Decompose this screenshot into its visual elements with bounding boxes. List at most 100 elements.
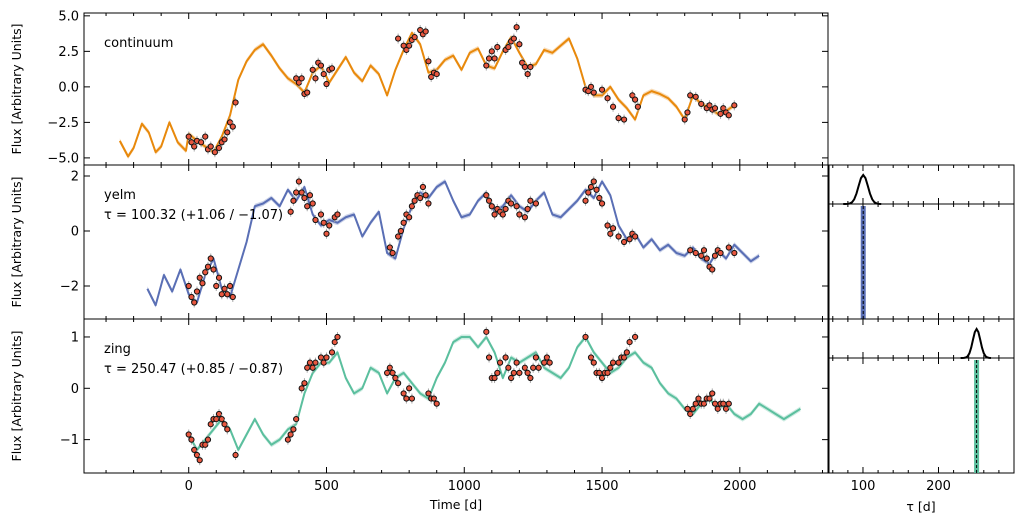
data-point bbox=[620, 354, 628, 361]
x-tick-label: 0 bbox=[185, 479, 193, 494]
data-point bbox=[204, 263, 212, 270]
data-point bbox=[202, 133, 209, 140]
data-point bbox=[700, 400, 708, 407]
data-point bbox=[731, 102, 738, 109]
data-point bbox=[191, 446, 198, 453]
data-point bbox=[546, 359, 553, 366]
data-point bbox=[593, 186, 600, 193]
data-point bbox=[389, 249, 396, 257]
data-point bbox=[725, 400, 732, 407]
data-point bbox=[698, 100, 705, 108]
data-point bbox=[298, 189, 305, 196]
data-point bbox=[395, 380, 402, 387]
data-point bbox=[483, 328, 490, 335]
data-point bbox=[505, 364, 512, 371]
data-point bbox=[185, 133, 192, 140]
data-point bbox=[711, 252, 719, 259]
tau-frame bbox=[828, 318, 1015, 474]
y-tick-label: −2 bbox=[60, 280, 79, 295]
data-point bbox=[433, 70, 440, 78]
data-point bbox=[527, 197, 534, 204]
data-point bbox=[502, 205, 509, 213]
data-point bbox=[395, 35, 402, 42]
data-point bbox=[408, 203, 416, 210]
data-point bbox=[232, 99, 239, 106]
data-point bbox=[224, 291, 231, 298]
data-point bbox=[717, 249, 724, 257]
data-point bbox=[323, 230, 330, 237]
data-point bbox=[692, 400, 699, 407]
data-point bbox=[185, 431, 192, 438]
data-point bbox=[328, 65, 336, 72]
data-point bbox=[304, 89, 311, 96]
data-point bbox=[422, 192, 429, 199]
data-point bbox=[524, 205, 531, 213]
data-point bbox=[494, 369, 501, 376]
data-point bbox=[587, 83, 595, 90]
data-point bbox=[320, 359, 327, 366]
data-point bbox=[543, 354, 551, 361]
model-line bbox=[187, 335, 801, 451]
tau-posterior bbox=[960, 327, 992, 359]
data-point bbox=[499, 211, 506, 218]
lag-label: τ = 250.47 (+0.85 / −0.87) bbox=[104, 362, 283, 377]
panel-continuum: −5.0 −2.5 0.0 2.5 5.0 continuum Flux [Arbitrar… bbox=[9, 9, 829, 166]
data-point bbox=[485, 354, 493, 361]
data-point bbox=[632, 233, 639, 240]
data-point bbox=[692, 249, 699, 257]
data-point bbox=[213, 416, 220, 423]
data-point bbox=[417, 194, 424, 202]
data-point bbox=[711, 105, 719, 112]
data-point bbox=[491, 55, 498, 62]
x-axis-label: Time [d] bbox=[429, 497, 482, 512]
data-point bbox=[582, 197, 589, 204]
data-point bbox=[295, 178, 303, 185]
data-point bbox=[703, 255, 710, 262]
data-point bbox=[411, 34, 418, 41]
data-point bbox=[620, 116, 628, 123]
data-point bbox=[626, 339, 633, 346]
data-point bbox=[604, 222, 611, 229]
data-point bbox=[711, 400, 719, 407]
data-point bbox=[725, 112, 732, 119]
data-point bbox=[700, 247, 708, 254]
tau-panel-zing bbox=[828, 318, 1015, 474]
y-tick-label: 1 bbox=[71, 330, 79, 345]
data-point bbox=[632, 96, 639, 103]
data-point bbox=[306, 192, 314, 199]
data-point bbox=[433, 400, 440, 407]
data-point bbox=[488, 48, 495, 55]
data-point bbox=[422, 28, 429, 35]
tau-posterior bbox=[843, 173, 882, 205]
data-point bbox=[389, 369, 396, 376]
data-point bbox=[320, 70, 327, 78]
lag-posterior-panels: 100 200 bbox=[828, 164, 1015, 494]
y-tick-label: 2 bbox=[71, 170, 79, 185]
data-point bbox=[681, 116, 688, 123]
y-tick-label: −1 bbox=[60, 433, 79, 448]
data-point bbox=[218, 291, 225, 298]
panel-name: zing bbox=[104, 342, 131, 357]
data-point bbox=[510, 369, 517, 376]
data-point bbox=[221, 136, 228, 143]
lag-label: τ = 100.32 (+1.06 / −1.07) bbox=[104, 208, 283, 223]
data-point bbox=[483, 62, 490, 69]
data-point bbox=[317, 354, 325, 361]
data-point bbox=[392, 374, 399, 382]
data-point bbox=[516, 369, 523, 376]
data-point bbox=[587, 183, 595, 191]
data-point bbox=[609, 359, 617, 366]
data-point bbox=[400, 390, 407, 397]
x-tick-label: 2000 bbox=[723, 479, 756, 494]
data-point bbox=[218, 416, 225, 423]
data-point bbox=[731, 249, 738, 257]
data-point bbox=[425, 58, 432, 65]
data-point bbox=[709, 266, 716, 273]
data-point bbox=[306, 359, 314, 366]
tau-axis-label: τ [d] bbox=[906, 499, 935, 514]
data-point bbox=[692, 93, 699, 100]
x-tick-label: 500 bbox=[314, 479, 339, 494]
data-point bbox=[516, 211, 523, 218]
data-point bbox=[215, 274, 223, 281]
data-point bbox=[287, 431, 294, 438]
